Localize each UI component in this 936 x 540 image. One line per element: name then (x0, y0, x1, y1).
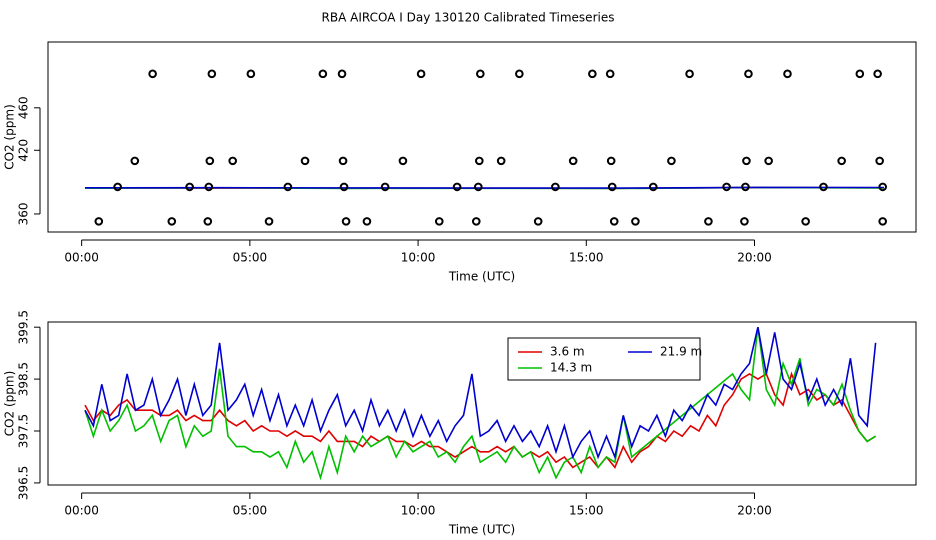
plot-frame (47, 321, 917, 486)
y-tick-label: 420 (17, 139, 31, 162)
y-tick-label: 398.5 (17, 362, 31, 396)
y-tick-label: 397.5 (17, 414, 31, 448)
data-point (722, 182, 731, 192)
data-point (744, 69, 753, 79)
data-point (873, 69, 882, 79)
data-point (742, 156, 751, 166)
y-tick-label: 460 (17, 96, 31, 119)
data-point (685, 69, 694, 79)
data-point (339, 182, 349, 192)
data-point (667, 156, 676, 166)
data-point (452, 182, 462, 192)
x-tick-label: 20:00 (737, 251, 772, 265)
data-line (84, 371, 877, 469)
data-point (740, 217, 749, 226)
legend-label: 14.3 m (550, 361, 592, 375)
data-point (283, 182, 293, 192)
data-point (94, 217, 104, 226)
data-point (764, 156, 773, 166)
x-axis-label: Time (UTC) (448, 270, 515, 284)
data-point (741, 182, 750, 192)
data-point (380, 182, 390, 192)
data-point (704, 217, 713, 226)
data-point (341, 217, 351, 226)
data-line (84, 327, 877, 460)
chart-title: RBA AIRCOA I Day 130120 Calibrated Times… (322, 11, 615, 25)
data-point (875, 156, 884, 166)
data-point (264, 217, 274, 226)
data-point (398, 156, 408, 166)
data-point (631, 217, 640, 226)
x-tick-label: 15:00 (569, 504, 604, 518)
data-point (533, 217, 543, 226)
data-point (185, 182, 194, 192)
x-tick-label: 15:00 (569, 251, 604, 265)
data-point (476, 69, 485, 79)
data-point (204, 182, 214, 192)
data-point (551, 182, 560, 192)
data-point (130, 156, 140, 166)
data-point (300, 156, 310, 166)
data-point (205, 156, 215, 166)
data-point (434, 217, 444, 226)
x-tick-label: 20:00 (737, 504, 772, 518)
data-line (84, 327, 877, 481)
plot-frame (47, 41, 917, 233)
legend-box (507, 337, 701, 381)
data-point (607, 182, 617, 192)
data-point (338, 156, 348, 166)
y-axis-label: CO2 (ppm) (3, 371, 17, 437)
data-point (167, 217, 177, 226)
legend-label: 21.9 m (660, 345, 702, 359)
data-point (605, 69, 615, 79)
x-axis-label: Time (UTC) (448, 523, 515, 537)
data-point (801, 217, 810, 226)
data-point (318, 69, 328, 79)
data-point (148, 69, 157, 79)
y-tick-label: 360 (17, 203, 31, 226)
x-tick-label: 10:00 (401, 251, 436, 265)
data-point (855, 69, 865, 79)
x-tick-label: 05:00 (233, 504, 268, 518)
data-point (113, 182, 122, 192)
data-line (84, 186, 885, 189)
data-point (362, 217, 372, 226)
data-point (473, 182, 483, 192)
data-point (228, 156, 238, 166)
data-point (475, 156, 484, 166)
data-point (878, 182, 887, 192)
data-point (819, 182, 828, 192)
data-point (496, 156, 506, 166)
data-point (588, 69, 597, 79)
data-point (515, 69, 524, 79)
data-point (609, 217, 619, 226)
data-point (648, 182, 658, 192)
legend-label: 3.6 m (550, 345, 585, 359)
data-point (203, 217, 213, 226)
y-tick-label: 399.5 (17, 310, 31, 344)
x-tick-label: 05:00 (233, 251, 268, 265)
data-point (416, 69, 426, 79)
data-point (606, 156, 616, 166)
data-point (471, 217, 481, 226)
data-point (878, 217, 887, 226)
data-point (207, 69, 217, 79)
data-point (246, 69, 256, 79)
data-point (568, 156, 578, 166)
x-tick-label: 00:00 (64, 251, 99, 265)
data-point (337, 69, 347, 79)
y-tick-label: 396.5 (17, 466, 31, 500)
data-point (783, 69, 792, 79)
y-axis-label: CO2 (ppm) (3, 104, 17, 170)
data-point (837, 156, 846, 166)
x-tick-label: 10:00 (401, 504, 436, 518)
x-tick-label: 00:00 (64, 504, 99, 518)
